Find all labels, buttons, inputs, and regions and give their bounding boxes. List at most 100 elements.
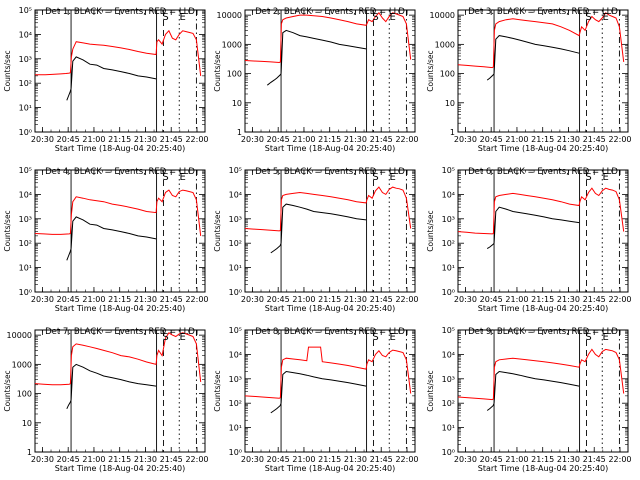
annotation-S: S xyxy=(585,172,591,183)
x-tick-label: 20:45 xyxy=(57,135,80,144)
events-series-line xyxy=(270,203,367,254)
x-tick-label: 21:00 xyxy=(82,135,105,144)
x-tick-label: 21:00 xyxy=(505,455,528,464)
x-tick-label: 20:45 xyxy=(267,135,290,144)
lld-series-line xyxy=(245,186,412,232)
x-axis-label: Start Time (18-Aug-04 20:25:40) xyxy=(265,464,396,473)
y-tick-label: 1 xyxy=(237,128,242,137)
y-axis-label: Counts/sec xyxy=(3,210,12,251)
detector-panel-2: Det 2: BLACK = Events, RED = LLD 1 10 100 10… xyxy=(213,7,419,153)
lld-series-line xyxy=(35,189,202,236)
detector-panel-6: Det 6: BLACK = Events, RED = LLD 10⁰ 10¹ 10… xyxy=(426,166,632,313)
x-tick-label: 21:45 xyxy=(160,295,183,304)
x-tick-label: 20:30 xyxy=(241,295,264,304)
y-tick-label: 10³ xyxy=(442,375,455,384)
x-tick-label: 22:00 xyxy=(185,455,208,464)
annotation-E: E xyxy=(603,12,609,23)
x-tick-label: 21:30 xyxy=(344,455,367,464)
y-tick-label: 10⁴ xyxy=(442,350,455,359)
x-tick-label: 21:00 xyxy=(292,455,315,464)
x-tick-label: 21:00 xyxy=(505,135,528,144)
y-tick-label: 10⁰ xyxy=(442,288,455,297)
y-tick-label: 100 xyxy=(227,70,242,79)
annotation-S: S xyxy=(162,12,168,23)
x-tick-label: 21:30 xyxy=(134,135,157,144)
x-tick-label: 21:15 xyxy=(108,135,131,144)
x-tick-label: 22:00 xyxy=(608,135,631,144)
x-tick-label: 21:00 xyxy=(292,295,315,304)
y-tick-label: 10² xyxy=(19,79,32,88)
x-tick-label: 21:45 xyxy=(370,455,393,464)
y-axis-label: Counts/sec xyxy=(213,50,222,91)
events-series-line xyxy=(66,56,157,101)
x-tick-label: 20:30 xyxy=(454,455,477,464)
y-tick-label: 10⁴ xyxy=(229,190,242,199)
x-axis-label: Start Time (18-Aug-04 20:25:40) xyxy=(265,304,396,313)
panel-title: Det 1: BLACK = Events, RED = LLD xyxy=(45,7,195,17)
y-tick-label: 10¹ xyxy=(229,424,242,433)
panel-title: Det 7: BLACK = Events, RED = LLD xyxy=(45,327,195,337)
x-tick-label: 21:30 xyxy=(557,295,580,304)
y-tick-label: 1000 xyxy=(435,40,455,49)
x-axis-label: Start Time (18-Aug-04 20:25:40) xyxy=(478,304,609,313)
y-tick-label: 10⁵ xyxy=(19,166,32,175)
detector-panel-1: Det 1: BLACK = Events, RED = LLD 10⁰ 10¹ 10… xyxy=(3,6,209,153)
y-tick-label: 10⁴ xyxy=(19,30,32,39)
lld-series-line xyxy=(245,346,412,399)
x-tick-label: 22:00 xyxy=(395,295,418,304)
x-tick-label: 21:15 xyxy=(318,455,341,464)
panel-title: Det 8: BLACK = Events, RED = LLD xyxy=(255,327,405,337)
x-tick-label: 20:45 xyxy=(267,455,290,464)
y-tick-label: 10⁰ xyxy=(442,448,455,457)
events-series-line xyxy=(66,216,157,261)
panel-title: Det 5: BLACK = Events, RED = LLD xyxy=(255,167,405,177)
annotation-S: S xyxy=(585,332,591,343)
x-tick-label: 21:30 xyxy=(557,135,580,144)
x-tick-label: 20:30 xyxy=(31,135,54,144)
y-tick-label: 100 xyxy=(440,70,455,79)
annotation-E: E xyxy=(180,12,186,23)
lld-series-line xyxy=(458,12,625,69)
y-axis-label: Counts/sec xyxy=(3,370,12,411)
x-tick-label: 21:00 xyxy=(82,295,105,304)
annotation-E: E xyxy=(390,12,396,23)
y-tick-label: 10⁵ xyxy=(442,326,455,335)
y-tick-label: 10¹ xyxy=(442,264,455,273)
annotation-E: E xyxy=(180,172,186,183)
events-series-line xyxy=(486,370,580,411)
annotation-S: S xyxy=(372,332,378,343)
x-axis-label: Start Time (18-Aug-04 20:25:40) xyxy=(478,144,609,153)
detector-panel-3: Det 3: BLACK = Events, RED = LLD 1 10 100 10… xyxy=(426,7,632,153)
x-tick-label: 22:00 xyxy=(608,295,631,304)
y-tick-label: 1 xyxy=(450,128,455,137)
annotation-E: E xyxy=(603,172,609,183)
x-tick-label: 20:45 xyxy=(480,295,503,304)
y-tick-label: 10 xyxy=(232,99,242,108)
x-axis-label: Start Time (18-Aug-04 20:25:40) xyxy=(55,304,186,313)
y-tick-label: 1000 xyxy=(222,40,242,49)
x-tick-label: 20:30 xyxy=(31,295,54,304)
x-tick-label: 22:00 xyxy=(608,455,631,464)
x-tick-label: 20:30 xyxy=(31,455,54,464)
x-tick-label: 20:45 xyxy=(480,455,503,464)
events-series-line xyxy=(66,363,157,410)
y-tick-label: 10⁴ xyxy=(229,350,242,359)
y-tick-label: 10 xyxy=(445,99,455,108)
x-tick-label: 21:15 xyxy=(531,135,554,144)
annotation-E: E xyxy=(390,332,396,343)
annotation-S: S xyxy=(372,12,378,23)
detector-panel-8: Det 8: BLACK = Events, RED = LLD 10⁰ 10¹ 10… xyxy=(213,326,419,473)
y-tick-label: 10³ xyxy=(19,215,32,224)
y-tick-label: 10² xyxy=(19,239,32,248)
y-tick-label: 10 xyxy=(22,419,32,428)
detector-panel-9: Det 9: BLACK = Events, RED = LLD 10⁰ 10¹ 10… xyxy=(426,326,632,473)
x-tick-label: 22:00 xyxy=(185,135,208,144)
x-tick-label: 20:30 xyxy=(454,295,477,304)
y-tick-label: 10⁵ xyxy=(19,6,32,15)
x-tick-label: 21:45 xyxy=(160,455,183,464)
x-tick-label: 21:30 xyxy=(557,455,580,464)
x-tick-label: 20:45 xyxy=(57,295,80,304)
x-tick-label: 21:15 xyxy=(318,135,341,144)
events-series-line xyxy=(270,370,367,414)
y-tick-label: 10¹ xyxy=(19,264,32,273)
